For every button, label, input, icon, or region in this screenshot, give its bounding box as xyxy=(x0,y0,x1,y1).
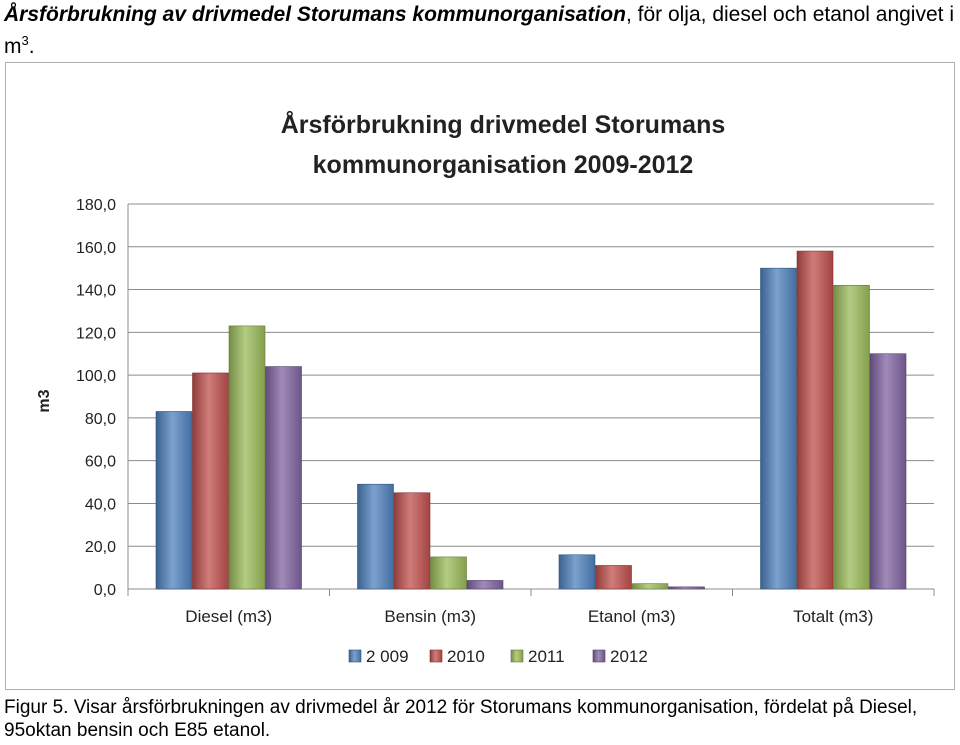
y-tick-label: 120,0 xyxy=(76,325,116,342)
document-heading-superscript: 3 xyxy=(21,33,29,48)
legend-label: 2011 xyxy=(528,647,565,666)
bar-totalt-2012 xyxy=(869,353,907,590)
bar-etanol-2012 xyxy=(668,586,705,590)
figure-caption: Figur 5. Visar årsförbrukningen av drivm… xyxy=(4,697,918,741)
chart-title-line2: kommunorganisation 2009-2012 xyxy=(313,151,694,179)
y-tick-labels: 0,0 20,0 40,0 60,0 80,0 100,0 120,0 140,0 160,0 1… xyxy=(76,197,116,599)
legend-label: 2010 xyxy=(447,647,485,666)
legend: 2 009 2010 2011 2012 xyxy=(348,647,648,666)
y-tick-label: 180,0 xyxy=(76,197,116,214)
bar-diesel-2011 xyxy=(228,325,266,590)
y-tick-label: 0,0 xyxy=(94,582,116,599)
document-heading: Årsförbrukning av drivmedel Storumans ko… xyxy=(4,2,954,60)
x-tick-label: Bensin (m3) xyxy=(384,607,476,626)
y-tick-label: 160,0 xyxy=(76,240,116,257)
chart-title-line1: Årsförbrukning drivmedel Storumans xyxy=(281,110,726,139)
bar-etanol-2010 xyxy=(595,565,632,590)
legend-swatch xyxy=(348,649,362,663)
chart-frame: Årsförbrukning drivmedel Storumans kommu… xyxy=(5,62,955,690)
y-tick-label: 80,0 xyxy=(85,411,116,428)
y-tick-label: 140,0 xyxy=(76,283,116,300)
legend-swatch xyxy=(429,649,443,663)
x-tick-label: Etanol (m3) xyxy=(588,607,676,626)
legend-swatch xyxy=(592,649,606,663)
x-tick-labels: Diesel (m3) Bensin (m3) Etanol (m3) Totalt … xyxy=(185,607,873,626)
bar-bensin-2010 xyxy=(393,492,431,590)
document-heading-bold: Årsförbrukning av drivmedel Storumans ko… xyxy=(4,3,626,26)
legend-label: 2 009 xyxy=(366,647,409,666)
legend-swatch xyxy=(510,649,524,663)
bar-bensin-2009 xyxy=(357,483,394,590)
bar-diesel-2009 xyxy=(155,411,193,590)
bar-diesel-2012 xyxy=(265,366,302,590)
y-tick-label: 100,0 xyxy=(76,368,116,385)
x-tick-label: Diesel (m3) xyxy=(185,607,272,626)
bar-totalt-2009 xyxy=(760,267,797,590)
bar-totalt-2011 xyxy=(833,284,870,590)
bar-totalt-2010 xyxy=(796,250,834,590)
document-heading-rest: , för olja, diesel och etanol angivet i … xyxy=(4,3,954,58)
bar-etanol-2009 xyxy=(558,554,596,590)
y-tick-label: 60,0 xyxy=(85,454,116,471)
document-heading-end: . xyxy=(28,35,35,58)
bar-bensin-2012 xyxy=(466,580,504,590)
bar-layer xyxy=(155,250,907,590)
y-tick-label: 20,0 xyxy=(85,539,116,556)
bar-bensin-2011 xyxy=(430,556,467,590)
y-axis-label: m3 xyxy=(36,389,53,412)
x-tick-label: Totalt (m3) xyxy=(793,607,873,626)
y-tick-label: 40,0 xyxy=(85,496,116,513)
legend-label: 2012 xyxy=(610,647,648,666)
bar-etanol-2011 xyxy=(631,583,669,590)
chart-svg: Årsförbrukning drivmedel Storumans kommu… xyxy=(36,110,935,666)
bar-diesel-2010 xyxy=(192,372,229,590)
